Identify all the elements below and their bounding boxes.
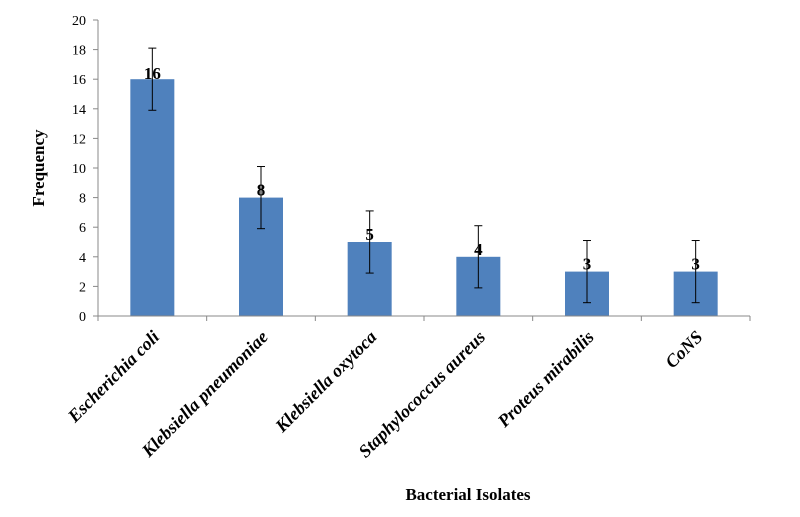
bars — [130, 79, 718, 316]
y-tick-label: 14 — [72, 103, 86, 118]
y-tick-label: 0 — [79, 310, 86, 325]
y-axis-ticks: 0 2 4 6 8 10 12 14 16 18 20 — [72, 14, 751, 325]
y-tick-label: 2 — [79, 280, 86, 295]
data-label: 4 — [474, 240, 483, 259]
y-tick-label: 18 — [72, 44, 86, 59]
data-label: 3 — [583, 255, 592, 274]
error-bars — [148, 47, 700, 304]
x-category-label: Escherichia coli — [63, 327, 163, 427]
x-category-label: Proteus mirabilis — [493, 327, 598, 432]
data-label: 5 — [365, 225, 374, 244]
data-label: 8 — [257, 181, 266, 200]
data-label: 16 — [144, 64, 161, 83]
data-label: 3 — [691, 255, 700, 274]
x-axis-title: Bacterial Isolates — [405, 485, 530, 504]
error-bar — [583, 240, 591, 304]
y-tick-label: 8 — [79, 192, 86, 207]
y-tick-label: 20 — [72, 14, 86, 29]
x-category-label: Staphylococcus aureus — [354, 327, 489, 462]
error-bar — [474, 225, 483, 289]
error-bar — [365, 210, 374, 274]
y-tick-label: 12 — [72, 132, 86, 147]
y-tick-label: 6 — [79, 221, 86, 236]
y-tick-label: 10 — [72, 162, 86, 177]
x-category-label: CoNS — [661, 327, 706, 372]
y-tick-label: 16 — [72, 73, 86, 88]
y-tick-label: 4 — [79, 251, 86, 266]
bar — [130, 79, 175, 316]
error-bar — [691, 240, 700, 304]
data-labels: 16 8 5 4 3 3 — [144, 64, 700, 273]
error-bar — [148, 47, 157, 111]
x-category-label: Klebsiella oxytoca — [271, 327, 381, 437]
error-bar — [257, 166, 265, 230]
x-category-label: Klebsiella pneumoniae — [137, 327, 272, 462]
y-axis-title: Frequency — [29, 129, 48, 207]
